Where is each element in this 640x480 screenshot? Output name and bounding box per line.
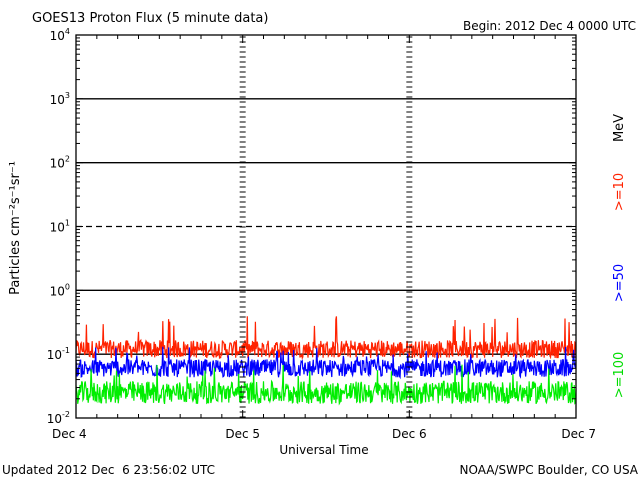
legend-ge10: >=10 [612,173,627,211]
y-tick-label: 101 [50,219,70,235]
updated-label: Updated 2012 Dec 6 23:56:02 UTC [2,463,215,477]
x-tick-label-1: Dec 5 [225,427,260,441]
series-line-ge100 [75,364,577,406]
x-axis-label: Universal Time [279,443,368,457]
legend-ge50: >=50 [612,264,627,302]
y-tick-label: 100 [50,282,70,298]
begin-label: Begin: 2012 Dec 4 0000 UTC [463,19,636,33]
x-tick-label-2: Dec 6 [392,427,427,441]
x-tick-label-0: Dec 4 [52,427,87,441]
y-axis-label: Particles cm⁻²s⁻¹sr⁻¹ [8,161,23,295]
y-tick-label: 10-2 [47,410,70,426]
credit-label: NOAA/SWPC Boulder, CO USA [460,463,639,477]
chart-title: GOES13 Proton Flux (5 minute data) [32,11,268,26]
legend-ge100: >=100 [612,352,627,399]
y-tick-label: 102 [50,155,70,171]
y-tick-label: 103 [50,91,70,107]
y-tick-label: 10-1 [47,346,70,362]
series-line-ge10 [75,316,577,361]
series-line-ge50 [75,346,577,380]
legend-unit: MeV [612,114,627,142]
x-tick-label-3: Dec 7 [561,427,596,441]
y-tick-label: 104 [50,27,70,43]
